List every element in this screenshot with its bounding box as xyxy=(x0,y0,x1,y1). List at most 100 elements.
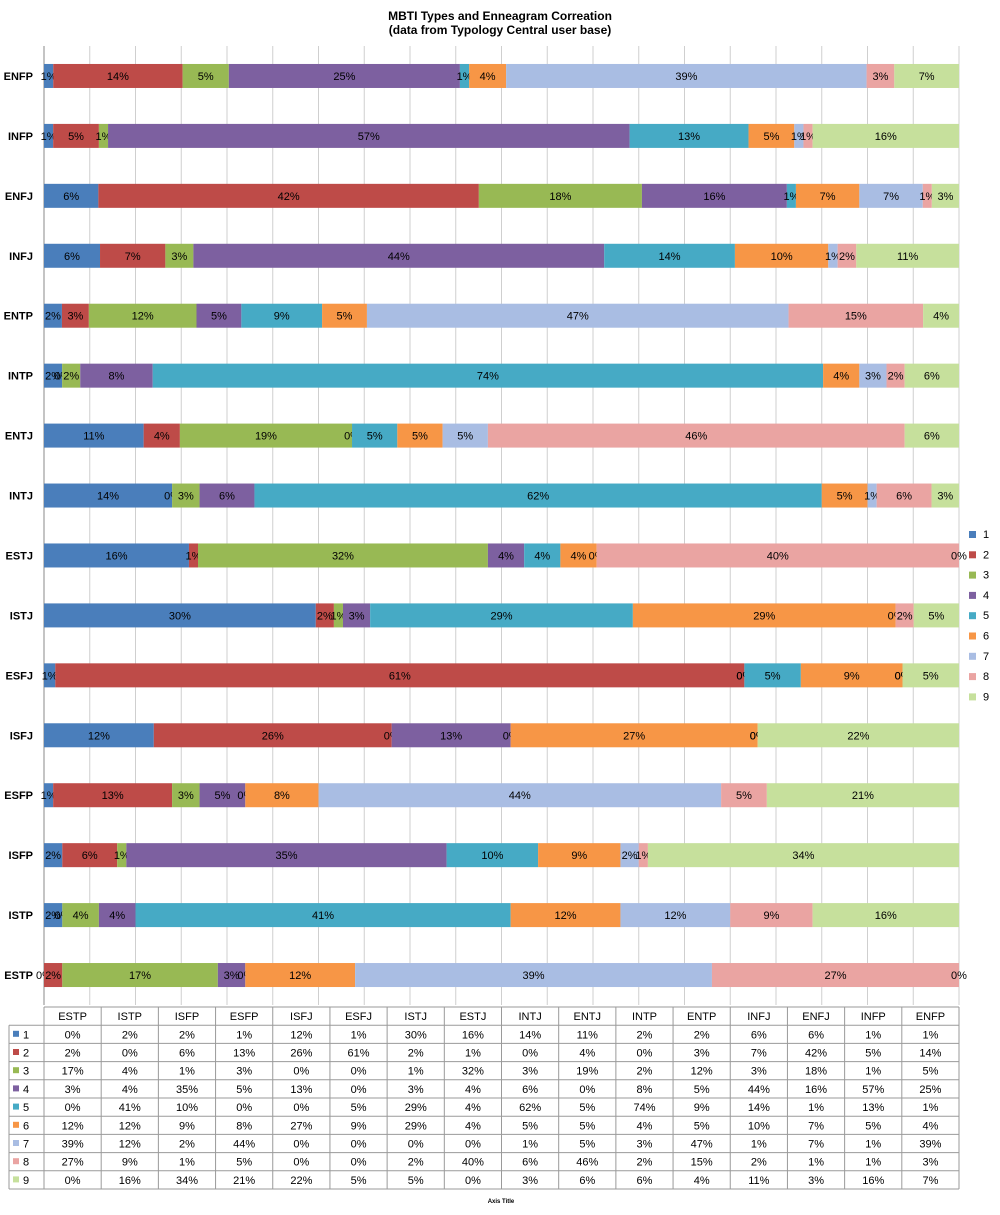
bar-segment xyxy=(510,903,621,928)
table-cell: 21% xyxy=(233,1175,255,1187)
table-cell: 7% xyxy=(808,1139,824,1151)
bar-segment xyxy=(821,483,868,508)
table-row-swatch xyxy=(13,1030,19,1037)
bar-segment xyxy=(757,723,959,748)
table-cell: 2% xyxy=(408,1048,424,1060)
data-label: 2% xyxy=(839,251,855,263)
data-label: 2% xyxy=(45,311,61,323)
table-row-swatch xyxy=(13,1085,19,1092)
table-cell: 44% xyxy=(233,1139,255,1151)
data-label: 27% xyxy=(824,970,846,982)
table-cell: 9% xyxy=(122,1157,138,1169)
table-cell: 4% xyxy=(579,1048,595,1060)
data-label: 61% xyxy=(389,670,411,682)
data-label: 1% xyxy=(791,131,807,143)
data-label: 14% xyxy=(659,251,681,263)
table-cell: 29% xyxy=(405,1102,427,1114)
category-label: ESTJ xyxy=(5,550,33,562)
table-cell: 0% xyxy=(65,1102,81,1114)
bar-segment xyxy=(902,663,959,688)
data-label: 3% xyxy=(224,970,240,982)
data-label: 44% xyxy=(509,790,531,802)
bar-segment xyxy=(867,483,877,508)
bar-segment xyxy=(315,603,334,628)
table-cell: 2% xyxy=(637,1066,653,1078)
data-label: 2% xyxy=(45,970,61,982)
table-header-cell: ISFJ xyxy=(290,1011,313,1023)
category-label: ESFJ xyxy=(5,670,33,682)
bar-segment xyxy=(803,123,813,148)
table-row-swatch xyxy=(13,1049,19,1055)
table-cell: 4% xyxy=(122,1066,138,1078)
table-cell: 5% xyxy=(694,1120,710,1132)
data-label: 0% xyxy=(951,970,967,982)
data-label: 7% xyxy=(125,251,141,263)
table-row-label: 5 xyxy=(23,1102,29,1114)
table-row-swatch xyxy=(13,1176,19,1183)
data-label: 3% xyxy=(865,371,881,383)
legend-label: 2 xyxy=(983,549,989,561)
table-cell: 17% xyxy=(62,1066,84,1078)
data-label: 6% xyxy=(82,850,98,862)
table-row-label: 8 xyxy=(23,1157,29,1169)
table-header-cell: INTJ xyxy=(518,1011,541,1023)
table-cell: 41% xyxy=(119,1102,141,1114)
bar-segment xyxy=(913,603,959,628)
bar-segment xyxy=(459,63,470,88)
data-label: 7% xyxy=(883,191,899,203)
table-cell: 18% xyxy=(805,1066,827,1078)
category-label: ISFJ xyxy=(10,730,33,742)
data-label: 39% xyxy=(523,970,545,982)
table-cell: 29% xyxy=(405,1120,427,1132)
data-label: 57% xyxy=(358,131,380,143)
table-cell: 1% xyxy=(808,1157,824,1169)
table-cell: 4% xyxy=(465,1084,481,1096)
data-label: 4% xyxy=(73,910,89,922)
table-cell: 5% xyxy=(522,1120,538,1132)
data-label: 4% xyxy=(933,311,949,323)
data-label: 3% xyxy=(872,71,888,83)
bar-segment xyxy=(117,843,127,868)
bar-segment xyxy=(794,123,804,148)
table-cell: 0% xyxy=(465,1139,481,1151)
bar-segment xyxy=(638,843,648,868)
data-label: 40% xyxy=(767,550,789,562)
data-label: 6% xyxy=(924,431,940,443)
data-label: 4% xyxy=(833,371,849,383)
data-label: 18% xyxy=(549,191,571,203)
table-cell: 12% xyxy=(119,1120,141,1132)
bar-segment xyxy=(446,843,539,868)
bar-segment xyxy=(856,243,959,268)
table-cell: 9% xyxy=(694,1102,710,1114)
table-cell: 1% xyxy=(865,1066,881,1078)
bar-segment xyxy=(53,123,99,148)
bar-segment xyxy=(44,543,189,568)
data-table: ESTP ISTP ISFP ESFP ISFJ ESFJ ISTJ ESTJ INTJ ENTJ… xyxy=(8,1006,960,1190)
data-label: 1% xyxy=(42,670,58,682)
bar-segment xyxy=(172,783,200,808)
bar-segment xyxy=(44,423,144,448)
table-cell: 5% xyxy=(236,1157,252,1169)
data-label: 6% xyxy=(924,371,940,383)
bar-segment xyxy=(931,183,959,208)
data-label: 5% xyxy=(763,131,779,143)
table-cell: 1% xyxy=(236,1029,252,1041)
table-header-cell: INTP xyxy=(632,1011,657,1023)
data-label: 12% xyxy=(289,970,311,982)
data-label: 5% xyxy=(337,311,353,323)
legend-label: 7 xyxy=(983,651,989,663)
bar-segment xyxy=(100,243,166,268)
table-row-label: 4 xyxy=(23,1084,29,1096)
bar-segment xyxy=(44,663,56,688)
category-label: ENTJ xyxy=(5,431,33,443)
table-cell: 1% xyxy=(408,1066,424,1078)
bar-segment xyxy=(333,603,343,628)
data-label: 22% xyxy=(847,730,869,742)
table-cell: 2% xyxy=(751,1157,767,1169)
bar-segment xyxy=(44,363,63,388)
category-label: ENFJ xyxy=(5,191,33,203)
table-cell: 2% xyxy=(65,1048,81,1060)
data-label: 7% xyxy=(820,191,836,203)
legend-label: 4 xyxy=(983,590,989,602)
data-label: 41% xyxy=(312,910,334,922)
